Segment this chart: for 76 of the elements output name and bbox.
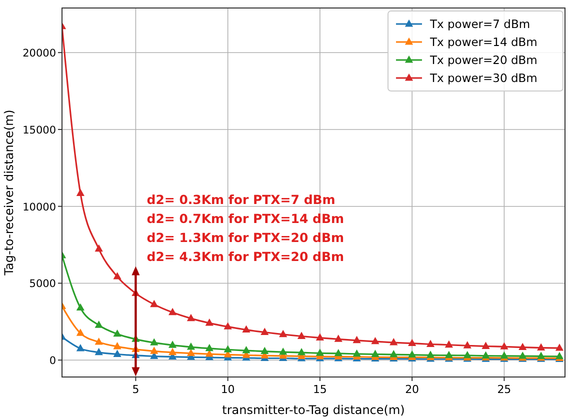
- point: [242, 346, 250, 354]
- point: [334, 334, 342, 342]
- point: [224, 345, 232, 352]
- x-tick-label: 10: [220, 383, 235, 396]
- point: [76, 344, 84, 352]
- point: [334, 348, 342, 356]
- annotation: d2= 0.7Km for PTX=14 dBm: [146, 211, 344, 226]
- point: [242, 325, 250, 332]
- point: [371, 350, 380, 357]
- point: [76, 303, 84, 311]
- x-tick-label: 20: [405, 383, 420, 396]
- point: [186, 348, 196, 356]
- y-tick-label: 15000: [22, 124, 56, 136]
- point: [316, 348, 324, 356]
- point: [168, 308, 177, 316]
- point: [76, 188, 84, 196]
- point: [408, 338, 416, 346]
- legend-label: Tx power=20 dBm: [429, 53, 538, 67]
- x-tick-label: 25: [497, 383, 512, 396]
- point: [205, 318, 214, 326]
- x-axis-title: transmitter-to-Tag distance(m): [222, 403, 405, 417]
- point: [390, 350, 398, 358]
- point: [205, 344, 214, 352]
- point: [76, 328, 84, 336]
- y-tick-label: 0: [49, 355, 56, 368]
- legend-label: Tx power=7 dBm: [429, 17, 530, 31]
- point: [186, 342, 196, 350]
- y-tick-label: 10000: [22, 201, 56, 214]
- point: [94, 338, 103, 345]
- point: [260, 328, 269, 335]
- point: [297, 348, 306, 356]
- point: [444, 350, 453, 358]
- point: [500, 342, 508, 350]
- point: [463, 341, 472, 348]
- point: [279, 348, 288, 355]
- point: [94, 244, 103, 252]
- point: [150, 338, 158, 346]
- annotation: d2= 4.3Km for PTX=20 dBm: [146, 249, 344, 264]
- x-tick-label: 5: [132, 383, 140, 396]
- point: [224, 322, 232, 330]
- point: [94, 348, 103, 356]
- point: [150, 346, 158, 354]
- point: [482, 342, 490, 349]
- point: [168, 348, 177, 356]
- y-axis-title: Tag-to-receiver distance(m): [2, 110, 16, 276]
- x-tick-label: 15: [312, 383, 327, 396]
- point: [537, 343, 546, 350]
- legend-label: Tx power=14 dBm: [429, 35, 538, 49]
- point: [352, 336, 361, 344]
- point: [186, 314, 196, 322]
- point: [113, 350, 122, 357]
- legend-label: Tx power=30 dBm: [429, 71, 538, 85]
- point: [444, 340, 453, 348]
- point: [150, 300, 158, 308]
- point: [352, 349, 361, 357]
- point: [297, 332, 306, 339]
- point: [371, 336, 380, 344]
- point: [316, 333, 324, 340]
- point: [518, 342, 527, 350]
- point: [113, 342, 122, 350]
- point: [426, 350, 435, 358]
- y-tick-label: 5000: [29, 278, 56, 290]
- point: [426, 340, 435, 347]
- point: [168, 340, 177, 348]
- annotation: d2= 0.3Km for PTX=7 dBm: [146, 192, 336, 208]
- point: [408, 350, 416, 358]
- annotation: d2= 1.3Km for PTX=20 dBm: [146, 230, 344, 246]
- point: [94, 320, 103, 328]
- point: [390, 338, 398, 346]
- point: [463, 350, 472, 358]
- point: [113, 272, 122, 280]
- point: [279, 330, 288, 338]
- point: [113, 329, 122, 337]
- point: [555, 344, 564, 351]
- point: [260, 346, 269, 354]
- y-tick-label: 20000: [22, 48, 56, 60]
